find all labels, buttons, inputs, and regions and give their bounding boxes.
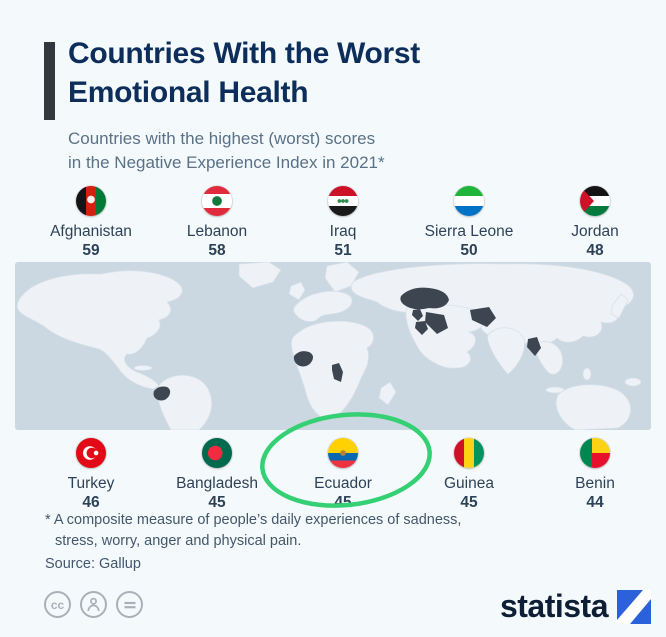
jordan-flag-icon bbox=[580, 186, 610, 216]
title-accent-bar bbox=[44, 42, 55, 120]
country-name: Jordan bbox=[571, 223, 619, 240]
country-benin: Benin 44 bbox=[532, 438, 658, 512]
page-title: Countries With the Worst Emotional Healt… bbox=[68, 34, 420, 112]
map-north-america bbox=[16, 270, 183, 390]
ecuador-flag-icon bbox=[328, 438, 358, 468]
country-score: 44 bbox=[586, 494, 604, 511]
country-ecuador: Ecuador 45 bbox=[280, 438, 406, 512]
country-lebanon: Lebanon 58 bbox=[154, 186, 280, 260]
country-score: 58 bbox=[208, 242, 226, 259]
cc-license-icon[interactable]: cc bbox=[44, 591, 71, 618]
map-highlight-lebanon bbox=[412, 309, 423, 321]
country-score: 51 bbox=[334, 242, 352, 259]
subtitle-line-1: Countries with the highest (worst) score… bbox=[68, 129, 376, 148]
benin-flag-icon bbox=[580, 438, 610, 468]
country-jordan: Jordan 48 bbox=[532, 186, 658, 260]
equal-sign-icon[interactable] bbox=[116, 591, 143, 618]
license-icons: cc bbox=[44, 591, 143, 618]
world-map-svg bbox=[16, 262, 642, 430]
country-name: Guinea bbox=[444, 475, 494, 492]
map-australia bbox=[555, 384, 631, 430]
country-name: Bangladesh bbox=[176, 475, 258, 492]
country-score: 45 bbox=[208, 494, 226, 511]
country-score: 50 bbox=[460, 242, 478, 259]
title-line-2: Emotional Health bbox=[68, 76, 309, 109]
map-uk bbox=[288, 281, 306, 301]
country-name: Iraq bbox=[329, 223, 357, 240]
map-highlight-benin bbox=[332, 363, 343, 382]
map-philippines bbox=[582, 367, 592, 381]
country-score: 46 bbox=[82, 494, 100, 511]
map-caribbean bbox=[133, 365, 153, 371]
lebanon-flag-icon bbox=[202, 186, 232, 216]
map-highlight-guinea-sierra-leone bbox=[293, 351, 313, 367]
country-name: Benin bbox=[575, 475, 615, 492]
world-map bbox=[15, 262, 651, 430]
map-south-america bbox=[157, 374, 213, 430]
country-name: Ecuador bbox=[314, 475, 372, 492]
country-iraq: Iraq 51 bbox=[280, 186, 406, 260]
map-greenland bbox=[238, 262, 282, 289]
country-guinea: Guinea 45 bbox=[406, 438, 532, 512]
country-name: Lebanon bbox=[186, 223, 248, 240]
map-india bbox=[487, 327, 525, 375]
country-afghanistan: Afghanistan 59 bbox=[28, 186, 154, 260]
country-score: 45 bbox=[460, 494, 478, 511]
statista-wordmark[interactable]: statista bbox=[499, 588, 609, 624]
map-japan bbox=[610, 293, 629, 319]
country-score: 48 bbox=[586, 242, 604, 259]
page-subtitle: Countries with the highest (worst) score… bbox=[68, 127, 385, 175]
attribution-person-icon[interactable] bbox=[80, 591, 107, 618]
guinea-flag-icon bbox=[454, 438, 484, 468]
bottom-country-row: Turkey 46 Bangladesh 45 Ecuador 45 Guine… bbox=[28, 438, 658, 512]
turkey-flag-icon bbox=[76, 438, 106, 468]
footnote: * A composite measure of people’s daily … bbox=[45, 510, 461, 552]
map-highlight-turkey bbox=[400, 287, 449, 310]
statista-logo-icon[interactable] bbox=[617, 590, 651, 624]
afghanistan-flag-icon bbox=[76, 186, 106, 216]
map-highlight-afghanistan bbox=[470, 307, 496, 327]
map-highlight-bangladesh bbox=[527, 337, 541, 356]
country-bangladesh: Bangladesh 45 bbox=[154, 438, 280, 512]
map-highlight-jordan bbox=[415, 321, 428, 335]
map-europe bbox=[293, 290, 353, 322]
source-text: Source: Gallup bbox=[45, 556, 141, 572]
sierra-leone-flag-icon bbox=[454, 186, 484, 216]
map-madagascar bbox=[378, 381, 397, 406]
country-sierra-leone: Sierra Leone 50 bbox=[406, 186, 532, 260]
country-score: 59 bbox=[82, 242, 100, 259]
title-line-1: Countries With the Worst bbox=[68, 37, 420, 70]
footnote-line-1: * A composite measure of people’s daily … bbox=[45, 512, 462, 528]
bangladesh-flag-icon bbox=[202, 438, 232, 468]
map-highlight-ecuador bbox=[153, 386, 171, 401]
footnote-line-2: stress, worry, anger and physical pain. bbox=[55, 533, 302, 550]
map-new-guinea bbox=[624, 377, 642, 387]
country-name: Afghanistan bbox=[50, 223, 132, 240]
top-country-row: Afghanistan 59 Lebanon 58 Iraq 51 Sierra… bbox=[28, 186, 658, 260]
subtitle-line-2: in the Negative Experience Index in 2021… bbox=[68, 153, 385, 173]
country-name: Sierra Leone bbox=[424, 223, 514, 240]
map-highlight-iraq bbox=[425, 312, 448, 334]
country-turkey: Turkey 46 bbox=[28, 438, 154, 512]
country-name: Turkey bbox=[67, 475, 115, 492]
iraq-flag-icon bbox=[328, 186, 358, 216]
cc-license-label: cc bbox=[50, 597, 65, 612]
map-indochina bbox=[535, 341, 564, 375]
